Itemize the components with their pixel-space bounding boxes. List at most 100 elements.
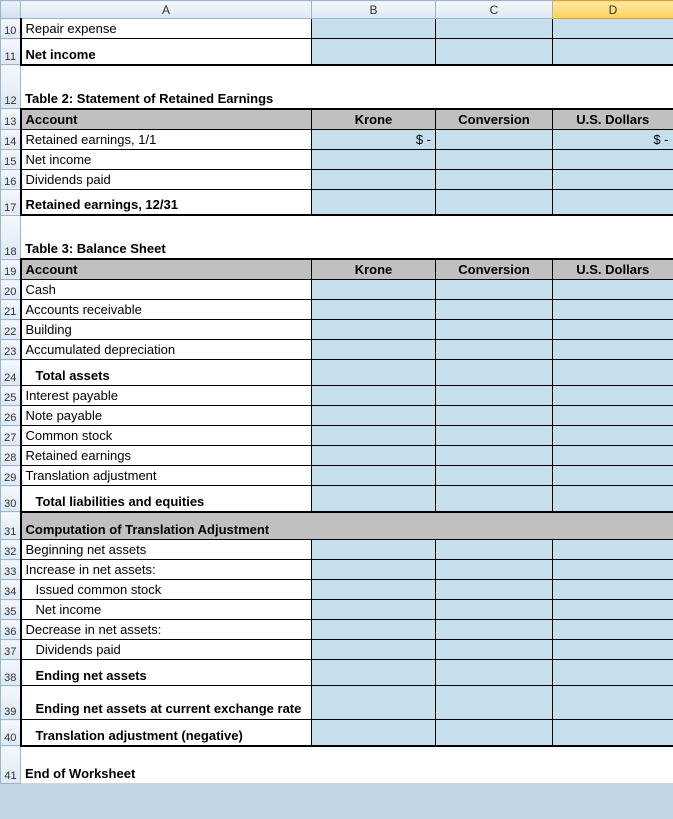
cell-D27[interactable] xyxy=(553,426,673,446)
cell-A28[interactable]: Retained earnings xyxy=(21,446,312,466)
cell-B15[interactable] xyxy=(312,149,436,169)
cell-B24[interactable] xyxy=(312,360,436,386)
cell-B35[interactable] xyxy=(312,600,436,620)
cell-B32[interactable] xyxy=(312,540,436,560)
row-header-35[interactable]: 35 xyxy=(1,600,21,620)
cell-A41[interactable]: End of Worksheet xyxy=(21,746,673,784)
cell-A15[interactable]: Net income xyxy=(21,149,312,169)
cell-C26[interactable] xyxy=(436,406,553,426)
row-header-26[interactable]: 26 xyxy=(1,406,21,426)
cell-B19[interactable]: Krone xyxy=(312,259,436,280)
cell-C13[interactable]: Conversion xyxy=(436,109,553,130)
cell-A39[interactable]: Ending net assets at current exchange ra… xyxy=(21,686,312,720)
cell-B23[interactable] xyxy=(312,340,436,360)
cell-C28[interactable] xyxy=(436,446,553,466)
cell-C15[interactable] xyxy=(436,149,553,169)
cell-B27[interactable] xyxy=(312,426,436,446)
cell-B25[interactable] xyxy=(312,386,436,406)
cell-A30[interactable]: Total liabilities and equities xyxy=(21,486,312,512)
cell-D21[interactable] xyxy=(553,300,673,320)
row-header-29[interactable]: 29 xyxy=(1,466,21,486)
cell-D15[interactable] xyxy=(553,149,673,169)
cell-C17[interactable] xyxy=(436,189,553,215)
row-header-13[interactable]: 13 xyxy=(1,109,21,130)
cell-D13[interactable]: U.S. Dollars xyxy=(553,109,673,130)
row-header-11[interactable]: 11 xyxy=(1,39,21,65)
row-header-17[interactable]: 17 xyxy=(1,189,21,215)
cell-B34[interactable] xyxy=(312,580,436,600)
cell-C24[interactable] xyxy=(436,360,553,386)
row-header-14[interactable]: 14 xyxy=(1,129,21,149)
cell-D17[interactable] xyxy=(553,189,673,215)
row-header-21[interactable]: 21 xyxy=(1,300,21,320)
cell-A16[interactable]: Dividends paid xyxy=(21,169,312,189)
cell-A13[interactable]: Account xyxy=(21,109,312,130)
cell-B20[interactable] xyxy=(312,280,436,300)
cell-C20[interactable] xyxy=(436,280,553,300)
cell-D40[interactable] xyxy=(553,720,673,746)
cell-D35[interactable] xyxy=(553,600,673,620)
grid[interactable]: A B C D 10 Repair expense 11 Net income … xyxy=(0,0,673,784)
cell-A11[interactable]: Net income xyxy=(21,39,312,65)
cell-D19[interactable]: U.S. Dollars xyxy=(553,259,673,280)
cell-B30[interactable] xyxy=(312,486,436,512)
row-header-19[interactable]: 19 xyxy=(1,259,21,280)
select-all-corner[interactable] xyxy=(1,1,21,19)
cell-D34[interactable] xyxy=(553,580,673,600)
cell-B22[interactable] xyxy=(312,320,436,340)
cell-A35[interactable]: Net income xyxy=(21,600,312,620)
row-header-33[interactable]: 33 xyxy=(1,560,21,580)
row-header-18[interactable]: 18 xyxy=(1,215,21,259)
cell-B29[interactable] xyxy=(312,466,436,486)
cell-C32[interactable] xyxy=(436,540,553,560)
row-header-30[interactable]: 30 xyxy=(1,486,21,512)
cell-D24[interactable] xyxy=(553,360,673,386)
cell-C30[interactable] xyxy=(436,486,553,512)
col-header-A[interactable]: A xyxy=(21,1,312,19)
cell-C23[interactable] xyxy=(436,340,553,360)
row-header-37[interactable]: 37 xyxy=(1,640,21,660)
cell-B26[interactable] xyxy=(312,406,436,426)
row-header-32[interactable]: 32 xyxy=(1,540,21,560)
cell-A24[interactable]: Total assets xyxy=(21,360,312,386)
cell-C38[interactable] xyxy=(436,660,553,686)
cell-C16[interactable] xyxy=(436,169,553,189)
cell-D26[interactable] xyxy=(553,406,673,426)
cell-B16[interactable] xyxy=(312,169,436,189)
cell-B14[interactable]: $ - xyxy=(312,129,436,149)
row-header-10[interactable]: 10 xyxy=(1,19,21,39)
cell-A38[interactable]: Ending net assets xyxy=(21,660,312,686)
cell-D32[interactable] xyxy=(553,540,673,560)
cell-D14[interactable]: $ - xyxy=(553,129,673,149)
cell-C19[interactable]: Conversion xyxy=(436,259,553,280)
cell-A23[interactable]: Accumulated depreciation xyxy=(21,340,312,360)
cell-B39[interactable] xyxy=(312,686,436,720)
cell-A22[interactable]: Building xyxy=(21,320,312,340)
col-header-B[interactable]: B xyxy=(312,1,436,19)
cell-A26[interactable]: Note payable xyxy=(21,406,312,426)
cell-A31[interactable]: Computation of Translation Adjustment xyxy=(21,512,673,540)
cell-A25[interactable]: Interest payable xyxy=(21,386,312,406)
row-header-34[interactable]: 34 xyxy=(1,580,21,600)
cell-D38[interactable] xyxy=(553,660,673,686)
cell-B11[interactable] xyxy=(312,39,436,65)
cell-B10[interactable] xyxy=(312,19,436,39)
cell-A32[interactable]: Beginning net assets xyxy=(21,540,312,560)
row-header-12[interactable]: 12 xyxy=(1,65,21,109)
row-header-20[interactable]: 20 xyxy=(1,280,21,300)
cell-B28[interactable] xyxy=(312,446,436,466)
cell-D36[interactable] xyxy=(553,620,673,640)
cell-A29[interactable]: Translation adjustment xyxy=(21,466,312,486)
cell-A14[interactable]: Retained earnings, 1/1 xyxy=(21,129,312,149)
cell-B36[interactable] xyxy=(312,620,436,640)
cell-C10[interactable] xyxy=(436,19,553,39)
cell-B40[interactable] xyxy=(312,720,436,746)
cell-D30[interactable] xyxy=(553,486,673,512)
col-header-D[interactable]: D xyxy=(553,1,673,19)
cell-A21[interactable]: Accounts receivable xyxy=(21,300,312,320)
cell-A19[interactable]: Account xyxy=(21,259,312,280)
cell-B21[interactable] xyxy=(312,300,436,320)
cell-B37[interactable] xyxy=(312,640,436,660)
cell-A17[interactable]: Retained earnings, 12/31 xyxy=(21,189,312,215)
cell-D37[interactable] xyxy=(553,640,673,660)
